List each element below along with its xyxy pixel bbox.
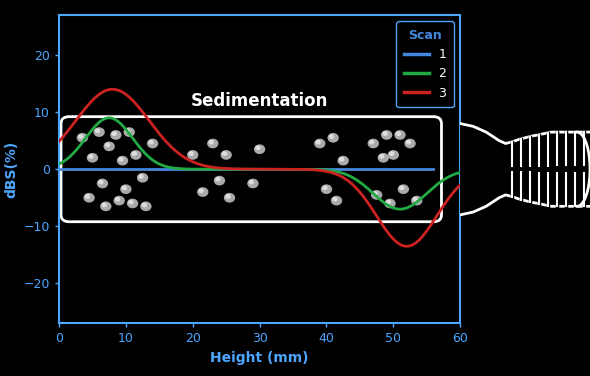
Circle shape	[224, 193, 235, 203]
Circle shape	[222, 152, 227, 155]
FancyBboxPatch shape	[61, 117, 441, 222]
Circle shape	[132, 152, 136, 155]
Circle shape	[407, 141, 411, 144]
Circle shape	[370, 141, 373, 144]
Circle shape	[110, 130, 122, 140]
Circle shape	[321, 184, 332, 194]
Circle shape	[250, 180, 253, 184]
Circle shape	[199, 189, 203, 193]
Circle shape	[371, 190, 382, 200]
Circle shape	[378, 153, 389, 163]
Circle shape	[142, 203, 146, 207]
Circle shape	[394, 130, 406, 140]
Circle shape	[103, 141, 115, 151]
Circle shape	[368, 139, 379, 149]
Circle shape	[400, 186, 404, 190]
Circle shape	[411, 196, 422, 205]
Circle shape	[96, 129, 100, 132]
Circle shape	[123, 127, 135, 137]
Circle shape	[384, 199, 396, 208]
Circle shape	[187, 150, 198, 160]
Circle shape	[207, 139, 218, 149]
Circle shape	[386, 200, 391, 204]
Circle shape	[99, 180, 103, 184]
Circle shape	[337, 156, 349, 165]
Circle shape	[340, 158, 343, 161]
Circle shape	[97, 179, 108, 188]
Circle shape	[327, 133, 339, 143]
Circle shape	[129, 200, 133, 204]
Circle shape	[214, 176, 225, 185]
Circle shape	[79, 135, 83, 138]
Circle shape	[331, 196, 342, 205]
Circle shape	[247, 179, 258, 188]
Circle shape	[221, 150, 232, 160]
Circle shape	[404, 139, 416, 149]
Circle shape	[323, 186, 327, 190]
Circle shape	[373, 192, 377, 195]
Circle shape	[130, 150, 142, 160]
Text: Sedimentation: Sedimentation	[191, 92, 328, 110]
Circle shape	[93, 127, 105, 137]
Circle shape	[126, 129, 130, 132]
Circle shape	[100, 202, 112, 211]
Circle shape	[116, 197, 120, 201]
Circle shape	[413, 197, 417, 201]
Circle shape	[87, 153, 98, 163]
Circle shape	[314, 139, 326, 149]
Circle shape	[122, 186, 126, 190]
Circle shape	[147, 139, 158, 149]
Circle shape	[117, 156, 128, 165]
Y-axis label: dBS(%): dBS(%)	[4, 141, 18, 198]
Circle shape	[120, 184, 132, 194]
Circle shape	[216, 177, 220, 181]
Circle shape	[83, 193, 95, 203]
Circle shape	[89, 155, 93, 158]
X-axis label: Height (mm): Height (mm)	[211, 351, 309, 365]
Circle shape	[149, 141, 153, 144]
Circle shape	[189, 152, 193, 155]
Circle shape	[226, 195, 230, 198]
Circle shape	[119, 158, 123, 161]
Circle shape	[333, 197, 337, 201]
Circle shape	[113, 196, 125, 205]
Circle shape	[197, 187, 208, 197]
Circle shape	[77, 133, 88, 143]
Circle shape	[383, 132, 387, 135]
Circle shape	[396, 132, 401, 135]
Circle shape	[380, 155, 384, 158]
Circle shape	[388, 150, 399, 160]
Legend: 1, 2, 3: 1, 2, 3	[396, 21, 454, 107]
Circle shape	[398, 184, 409, 194]
Circle shape	[209, 141, 213, 144]
Circle shape	[106, 143, 110, 147]
Circle shape	[330, 135, 333, 138]
Circle shape	[127, 199, 138, 208]
Circle shape	[139, 175, 143, 178]
Circle shape	[140, 202, 152, 211]
Circle shape	[256, 146, 260, 150]
Circle shape	[102, 203, 106, 207]
Circle shape	[86, 195, 90, 198]
Circle shape	[137, 173, 148, 183]
Circle shape	[316, 141, 320, 144]
Circle shape	[254, 144, 266, 154]
Circle shape	[390, 152, 394, 155]
Circle shape	[381, 130, 392, 140]
Circle shape	[112, 132, 116, 135]
